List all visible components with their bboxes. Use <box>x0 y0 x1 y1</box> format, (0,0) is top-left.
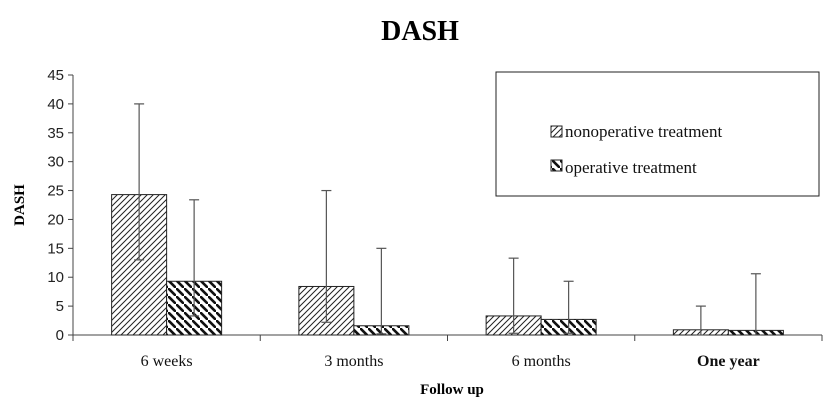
category-label: 3 months <box>324 353 383 370</box>
x-axis-title: Follow up <box>420 382 484 397</box>
chart-title: DASH <box>381 16 459 47</box>
error-bars-layer <box>134 103 761 336</box>
y-tick-label: 10 <box>47 269 64 286</box>
y-tick-label: 20 <box>47 211 64 228</box>
category-label: 6 months <box>512 353 571 370</box>
category-label: One year <box>697 353 760 370</box>
y-tick-label: 5 <box>56 298 64 315</box>
y-tick-label: 35 <box>47 125 64 142</box>
bars-layer <box>111 194 784 336</box>
legend-label-nonoperative: nonoperative treatment <box>565 122 722 141</box>
y-axis-title: DASH <box>12 184 28 226</box>
y-tick-label: 40 <box>47 96 64 113</box>
y-tick-label: 15 <box>47 240 64 257</box>
y-tick-label: 25 <box>47 183 64 200</box>
legend: nonoperative treatment operative treatme… <box>495 71 820 197</box>
category-labels: 6 weeks 3 months 6 months One year <box>141 353 760 370</box>
legend-label-operative: operative treatment <box>565 158 697 177</box>
category-label: 6 weeks <box>141 353 193 370</box>
legend-swatch-operative <box>550 159 563 172</box>
legend-swatch-nonoperative <box>550 125 563 138</box>
y-tick-label: 45 <box>47 67 64 84</box>
y-tick-label: 30 <box>47 154 64 171</box>
legend-box <box>495 71 820 197</box>
y-tick-label: 0 <box>56 327 64 344</box>
